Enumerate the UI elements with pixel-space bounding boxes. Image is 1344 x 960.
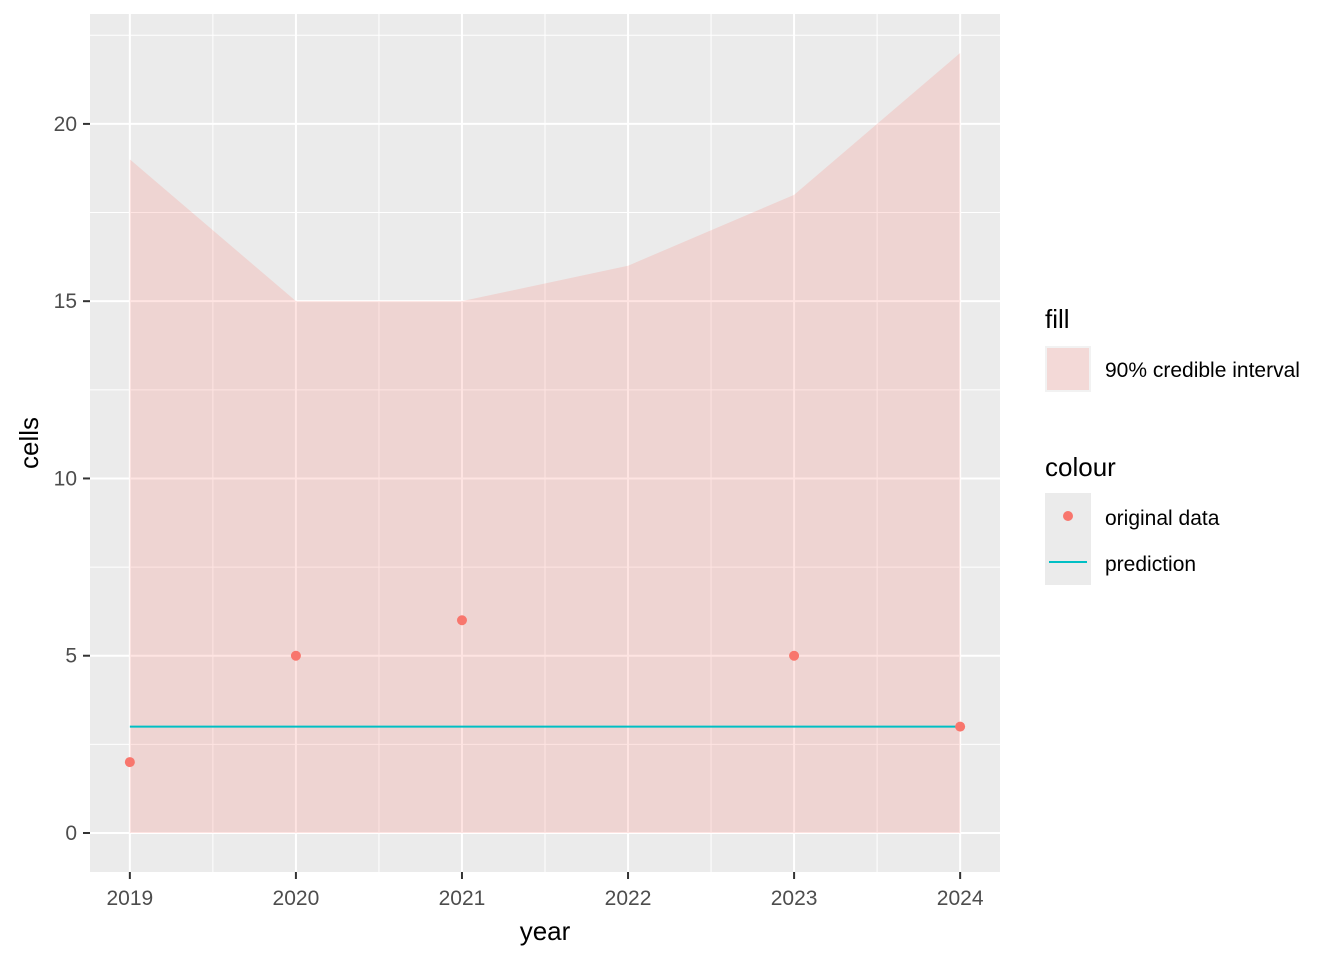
legend-point-key: [1063, 511, 1073, 521]
data-point: [290, 650, 301, 661]
legend-label-prediction: prediction: [1105, 553, 1196, 576]
y-tick-label: 5: [65, 645, 77, 668]
x-tick-label: 2024: [937, 887, 984, 910]
minor-gridlines: [90, 14, 1000, 872]
x-axis-title: year: [520, 916, 571, 946]
data-point: [456, 615, 467, 626]
credible-interval-ribbon: [129, 53, 961, 833]
data-point: [789, 650, 800, 661]
legend-fill-swatch: [1047, 348, 1089, 390]
x-tick-label: 2019: [106, 887, 153, 910]
x-tick-label: 2020: [273, 887, 320, 910]
x-tick-label: 2023: [771, 887, 818, 910]
data-point: [124, 757, 135, 768]
data-point: [955, 721, 966, 732]
legend: fill 90% credible interval colour origin…: [1045, 304, 1300, 585]
y-tick-label: 15: [54, 290, 77, 313]
y-axis-title: cells: [14, 417, 44, 469]
original-data-layer: [124, 615, 966, 768]
y-tick-label: 0: [65, 822, 77, 845]
legend-colour-key-bg: [1045, 493, 1091, 585]
credible-interval-layer: [129, 53, 961, 833]
y-axis: 0 5 10 15 20: [54, 113, 90, 845]
major-gridlines: [90, 14, 1000, 872]
legend-label-original-data: original data: [1105, 507, 1220, 530]
legend-colour-title: colour: [1045, 452, 1116, 482]
x-axis: 2019 2020 2021 2022 2023 2024: [106, 872, 984, 910]
legend-fill-label: 90% credible interval: [1105, 359, 1300, 382]
y-tick-label: 20: [54, 113, 77, 136]
y-tick-label: 10: [54, 467, 77, 490]
x-tick-label: 2022: [605, 887, 652, 910]
x-tick-label: 2021: [439, 887, 486, 910]
legend-fill-key: [1045, 346, 1091, 392]
legend-fill-title: fill: [1045, 304, 1070, 334]
